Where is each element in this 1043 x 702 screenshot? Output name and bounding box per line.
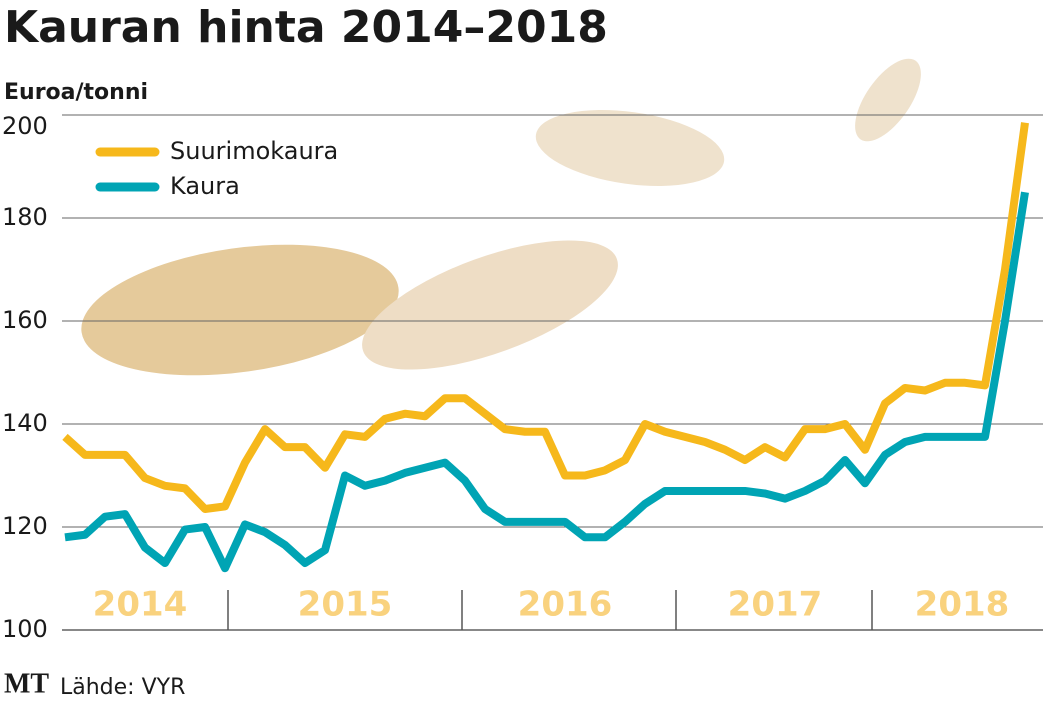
year-label: 2016 bbox=[518, 585, 613, 625]
data-line bbox=[62, 122, 1029, 513]
y-axis-label: Euroa/tonni bbox=[4, 80, 148, 105]
year-label: 2017 bbox=[728, 585, 823, 625]
y-tick-label: 100 bbox=[2, 615, 48, 643]
legend-label: Suurimokaura bbox=[170, 137, 338, 165]
y-tick-label: 200 bbox=[2, 112, 48, 140]
oat-decoration bbox=[81, 58, 921, 376]
y-tick-label: 180 bbox=[2, 203, 48, 231]
year-label: 2015 bbox=[298, 585, 393, 625]
legend-label: Kaura bbox=[170, 172, 240, 200]
y-tick-label: 120 bbox=[2, 512, 48, 540]
source: Lähde: VYR bbox=[60, 675, 185, 700]
logo: MT bbox=[4, 668, 49, 699]
y-tick-label: 160 bbox=[2, 306, 48, 334]
data-line bbox=[64, 191, 1029, 573]
chart-title: Kauran hinta 2014–2018 bbox=[4, 2, 608, 53]
y-tick-label: 140 bbox=[2, 409, 48, 437]
year-label: 2018 bbox=[915, 585, 1010, 625]
year-label: 2014 bbox=[93, 585, 188, 625]
